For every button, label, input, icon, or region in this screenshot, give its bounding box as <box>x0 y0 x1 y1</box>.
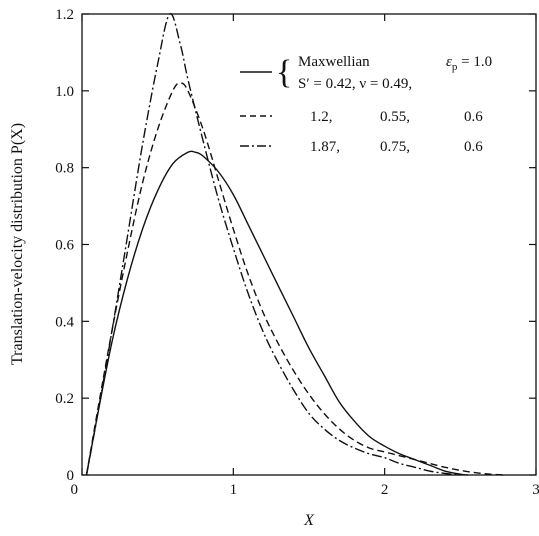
legend-brace: { <box>276 54 292 91</box>
series-line-dash-dot <box>85 13 461 476</box>
legend-row-2-col-2: 0.55, <box>380 109 410 125</box>
series-line-solid <box>85 150 468 476</box>
tick-labels: 0 1 2 3 0 0.2 0.4 0.6 0.8 1.0 1.2 <box>55 7 539 498</box>
legend-params-row-1: S′ = 0.42, ν = 0.49, <box>298 76 412 92</box>
y-tick-label-2: 0.4 <box>55 314 74 330</box>
x-tick-label-2: 2 <box>381 482 389 498</box>
y-tick-label-3: 0.6 <box>55 238 74 254</box>
y-tick-label-0: 0 <box>67 468 75 484</box>
y-tick-label-4: 0.8 <box>55 161 74 177</box>
y-tick-label-5: 1.0 <box>55 84 74 100</box>
legend-epsilon: εp = 1.0 <box>446 54 492 73</box>
legend-row-2-col-1: 1.2, <box>310 109 333 125</box>
legend-maxwellian: Maxwellian <box>298 54 370 70</box>
legend-row-3-col-2: 0.75, <box>380 139 410 155</box>
legend-row-2-col-3: 0.6 <box>464 109 483 125</box>
series-line-dashed <box>85 82 506 476</box>
x-tick-label-3: 3 <box>532 482 539 498</box>
legend-row-3-col-1: 1.87, <box>310 139 340 155</box>
legend: { Maxwellian εp = 1.0 S′ = 0.42, ν = 0.4… <box>240 54 492 155</box>
ticks <box>81 13 537 476</box>
legend-row-3-col-3: 0.6 <box>464 139 483 155</box>
y-axis-title: Translation-velocity distribution P(X) <box>9 123 26 365</box>
x-tick-label-0: 0 <box>71 482 79 498</box>
x-axis-title: X <box>303 512 315 529</box>
y-tick-label-1: 0.2 <box>55 391 74 407</box>
curves <box>85 13 506 476</box>
y-tick-label-6: 1.2 <box>55 7 74 23</box>
x-tick-label-1: 1 <box>230 482 238 498</box>
